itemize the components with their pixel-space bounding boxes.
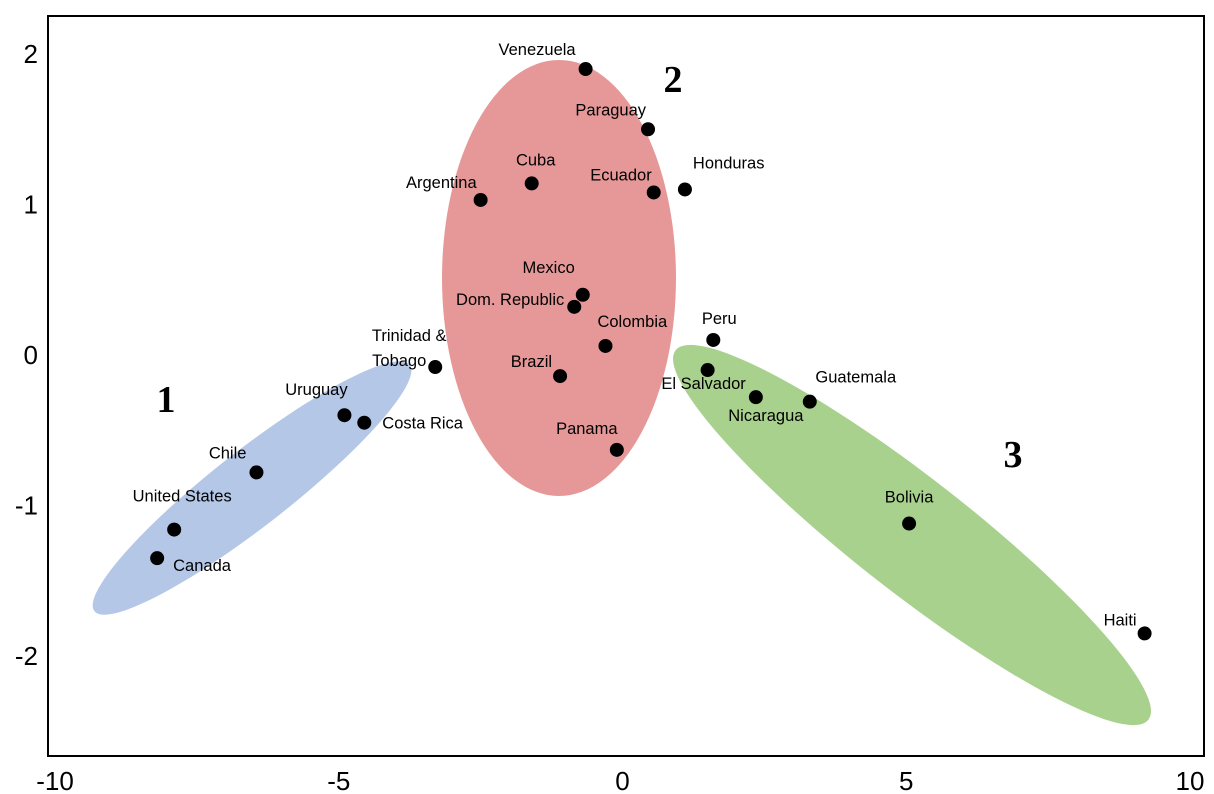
data-point [1137,626,1152,641]
point-label: Ecuador [590,166,652,184]
x-tick-label: 5 [899,766,913,794]
cluster-ellipse-2 [442,60,676,496]
point-label: Colombia [597,313,668,331]
point-label: Dom. Republic [456,291,564,309]
data-point [677,182,692,197]
data-point [428,360,443,375]
point-label: Trinidad & [372,327,447,345]
data-point [524,176,539,191]
point-label: Uruguay [285,381,348,399]
point-label: Chile [209,444,247,462]
cluster-ellipse-3 [673,344,1151,726]
data-point [337,408,352,423]
point-label: Costa Rica [382,415,464,433]
data-point [706,332,721,347]
cluster-label-3: 3 [1004,434,1023,476]
data-point [567,299,582,314]
cluster-label-1: 1 [157,379,176,421]
y-tick-label: 0 [24,340,38,370]
data-point [578,62,593,77]
point-label: Venezuela [499,41,577,59]
cluster-label-2: 2 [664,59,683,101]
point-label: Mexico [523,259,575,277]
data-point [357,415,372,430]
cluster-ellipses [92,60,1151,726]
data-point [167,522,182,537]
data-point [802,394,817,409]
y-tick-label: 1 [24,190,38,220]
point-label: Paraguay [575,101,646,119]
y-tick-label: -2 [15,641,38,671]
data-point [553,369,568,384]
point-label: Guatemala [815,369,897,387]
point-label: Nicaragua [728,407,804,425]
point-label: Argentina [406,174,477,192]
data-point [902,516,917,531]
data-point [150,551,165,566]
x-tick-label: 0 [615,766,629,794]
x-tick-label: 10 [1176,766,1205,794]
data-point [748,390,763,405]
data-point [700,363,715,378]
point-label: Bolivia [885,489,934,507]
point-label: Tobago [372,352,426,370]
point-label: Haiti [1104,611,1137,629]
point-labels: Venezuela Paraguay Cuba Ecuador Honduras Arge… [133,41,1137,629]
point-label: Honduras [693,154,765,172]
point-label: El Salvador [661,375,746,393]
point-label: Cuba [516,151,556,169]
point-label: Panama [556,420,618,438]
point-label: Peru [702,310,737,328]
data-point [598,338,613,353]
data-point [473,192,488,207]
data-point [609,442,624,457]
data-points [150,62,1152,641]
y-tick-label: -1 [15,491,38,521]
data-point [575,287,590,302]
data-point [641,122,656,137]
x-tick-label: -10 [36,766,74,794]
data-point [646,185,661,200]
y-tick-label: 2 [24,39,38,69]
cluster-labels: 1 2 3 [157,59,1023,476]
x-tick-label: -5 [327,766,350,794]
plot-frame [47,15,1205,757]
point-label: Brazil [511,353,552,371]
point-label: United States [133,488,232,506]
point-label: Canada [173,557,232,575]
cluster-ellipse-1 [92,361,412,615]
data-point [249,465,264,480]
